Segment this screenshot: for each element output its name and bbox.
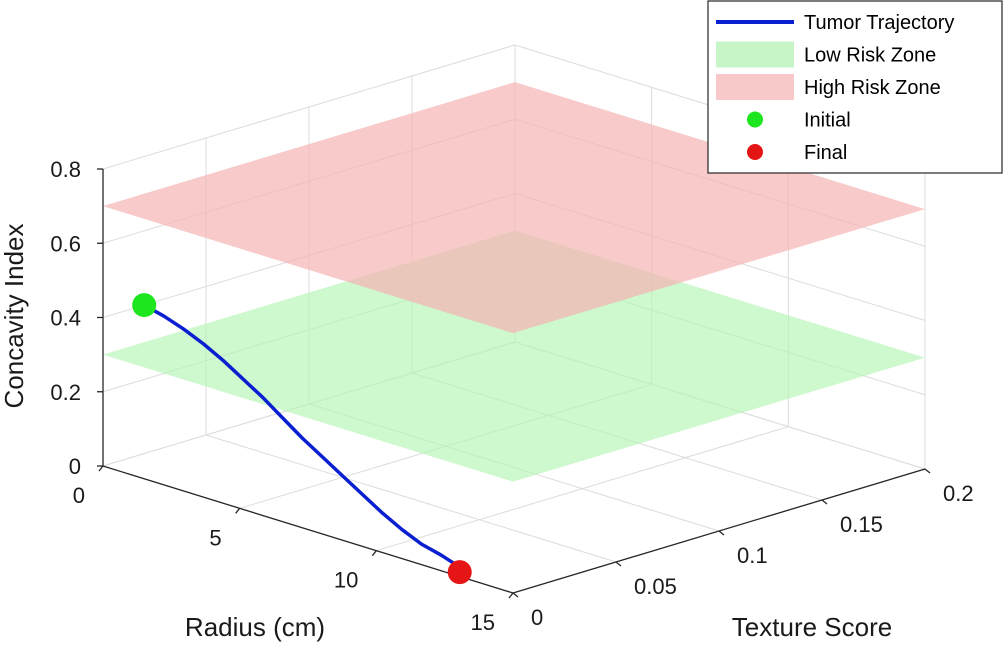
z-axis-label: Concavity Index bbox=[0, 224, 29, 409]
y-tick-mark bbox=[615, 561, 622, 567]
legend-swatch-initial bbox=[747, 111, 763, 128]
legend-swatch-low-risk-zone bbox=[716, 41, 794, 68]
y-tick-mark bbox=[718, 530, 725, 536]
y-tick-mark bbox=[512, 592, 519, 598]
legend-label-final: Final bbox=[804, 142, 847, 164]
axis-layer bbox=[97, 168, 931, 599]
z-tick-label: 0.6 bbox=[50, 231, 81, 256]
z-tick-label: 0.4 bbox=[50, 306, 81, 331]
x-tick-mark bbox=[235, 507, 241, 514]
x-axis-line bbox=[102, 465, 514, 594]
marker-layer bbox=[132, 293, 472, 585]
x-tick-label: 10 bbox=[334, 568, 358, 593]
legend-label-tumor-trajectory: Tumor Trajectory bbox=[804, 12, 954, 34]
y-tick-label: 0 bbox=[531, 605, 543, 630]
tick-label-layer: 0 0.2 0.4 0.6 0.8 0 5 10 15 0 0.05 0.1 0.15 0.2 bbox=[50, 157, 973, 635]
grid-line bbox=[102, 44, 516, 170]
y-tick-label: 0.15 bbox=[840, 512, 883, 537]
series-layer bbox=[142, 303, 462, 574]
x-axis-label: Radius (cm) bbox=[185, 612, 325, 642]
y-tick-mark bbox=[924, 468, 931, 474]
axis-label-layer: Radius (cm) Texture Score Concavity Inde… bbox=[0, 224, 892, 642]
x-tick-label: 5 bbox=[209, 525, 221, 550]
initial-marker bbox=[132, 293, 157, 318]
surface-layer bbox=[103, 82, 925, 482]
legend-swatch-final bbox=[747, 144, 763, 160]
high-risk-zone-plane bbox=[103, 82, 925, 334]
trajectory-line bbox=[142, 303, 462, 574]
y-tick-label: 0.1 bbox=[737, 543, 768, 568]
x-tick-mark bbox=[98, 465, 104, 472]
x-tick-label: 15 bbox=[471, 610, 495, 635]
grid-line bbox=[376, 426, 789, 552]
legend-label-low-risk-zone: Low Risk Zone bbox=[804, 45, 936, 67]
legend: Tumor Trajectory Low Risk Zone High Risk Z… bbox=[707, 0, 1003, 174]
x-tick-mark bbox=[371, 550, 377, 557]
x-tick-mark bbox=[508, 592, 514, 599]
y-axis-label: Texture Score bbox=[732, 612, 892, 642]
y-tick-label: 0.2 bbox=[943, 481, 974, 506]
z-tick-label: 0 bbox=[69, 454, 81, 479]
z-tick-label: 0.2 bbox=[50, 380, 81, 405]
y-tick-label: 0.05 bbox=[634, 574, 677, 599]
legend-label-initial: Initial bbox=[804, 110, 851, 132]
legend-label-high-risk-zone: High Risk Zone bbox=[804, 77, 941, 99]
grid-line bbox=[205, 434, 617, 563]
legend-swatch-high-risk-zone bbox=[716, 74, 794, 100]
z-tick-label: 0.8 bbox=[50, 157, 81, 182]
x-tick-label: 0 bbox=[73, 483, 85, 508]
final-marker bbox=[447, 560, 472, 585]
y-tick-mark bbox=[821, 499, 828, 505]
low-risk-zone-plane bbox=[103, 230, 925, 482]
